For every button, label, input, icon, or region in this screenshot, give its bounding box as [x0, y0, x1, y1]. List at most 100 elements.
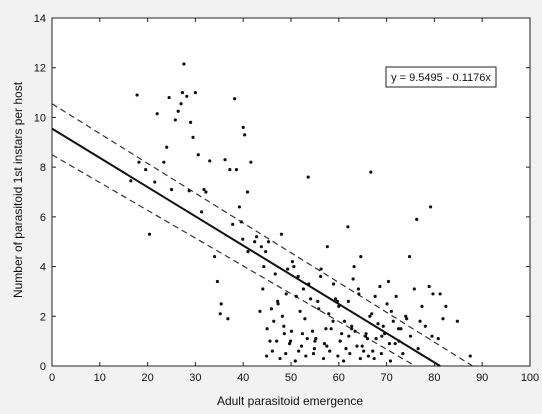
data-point — [386, 279, 391, 284]
data-point — [405, 317, 409, 321]
data-point — [287, 342, 292, 346]
data-point — [278, 356, 282, 361]
data-point — [254, 235, 259, 239]
data-point — [357, 292, 361, 296]
data-point — [404, 314, 408, 318]
x-tick-label: 10 — [94, 372, 106, 384]
data-point — [408, 334, 413, 338]
data-point — [241, 237, 245, 241]
data-point — [325, 245, 329, 249]
data-point — [290, 260, 295, 264]
data-point — [322, 342, 327, 346]
x-tick-label: 60 — [333, 372, 345, 384]
data-point — [331, 282, 336, 286]
data-point — [310, 329, 315, 333]
data-point — [153, 180, 157, 184]
data-point — [258, 309, 262, 313]
data-point — [418, 319, 422, 323]
data-point — [294, 294, 298, 298]
data-point — [397, 339, 401, 343]
data-point — [436, 337, 440, 341]
data-point — [311, 351, 316, 356]
x-tick-label: 40 — [237, 372, 249, 384]
data-point — [280, 314, 284, 318]
data-point — [191, 135, 195, 139]
data-point — [363, 334, 368, 338]
data-point — [262, 264, 266, 269]
data-point — [305, 337, 309, 341]
data-point — [298, 309, 302, 313]
data-point — [215, 279, 219, 284]
data-point — [276, 299, 280, 303]
data-point — [359, 255, 363, 259]
data-point — [292, 264, 296, 269]
data-point — [182, 62, 186, 66]
data-point — [306, 175, 310, 179]
data-point — [137, 160, 141, 164]
equation-box-frame — [385, 66, 497, 88]
data-point — [401, 351, 405, 356]
data-point — [373, 294, 377, 298]
data-point — [427, 284, 431, 289]
y-tick-label: 0 — [40, 361, 46, 373]
data-point — [415, 217, 419, 221]
data-point — [245, 190, 250, 194]
data-point — [365, 337, 370, 341]
x-tick-label: 100 — [521, 372, 539, 384]
data-point — [342, 319, 347, 323]
data-point — [331, 319, 335, 323]
y-axis: 0 2 4 6 8 10 12 14 — [34, 13, 530, 373]
data-point — [301, 287, 306, 291]
data-point — [378, 284, 382, 289]
data-point — [218, 312, 222, 316]
data-point — [431, 292, 435, 296]
data-point — [325, 344, 329, 348]
data-point — [416, 347, 420, 351]
data-point — [423, 324, 427, 328]
data-point — [253, 240, 257, 244]
data-point — [441, 317, 445, 321]
data-point — [391, 319, 395, 323]
data-point — [314, 337, 318, 341]
data-point — [289, 329, 294, 333]
data-point — [282, 332, 286, 336]
data-point — [196, 153, 200, 157]
data-point — [147, 232, 152, 236]
data-point — [368, 314, 372, 318]
data-point — [246, 250, 250, 254]
data-point — [370, 312, 374, 316]
data-point — [279, 232, 284, 236]
data-point — [346, 299, 350, 303]
data-point — [204, 190, 208, 194]
data-point — [394, 294, 398, 298]
data-point — [200, 210, 204, 214]
data-point — [346, 225, 350, 229]
data-point — [307, 282, 311, 286]
data-point — [324, 327, 328, 331]
data-point — [284, 292, 288, 296]
data-point — [249, 160, 253, 164]
data-point — [348, 351, 352, 356]
data-point — [179, 102, 183, 106]
data-point — [438, 292, 442, 296]
data-point — [321, 356, 326, 361]
regression-line — [51, 127, 441, 367]
data-point — [333, 297, 338, 301]
x-tick-label: 0 — [49, 372, 55, 384]
confidence-upper-line — [51, 103, 473, 367]
data-point — [286, 267, 290, 271]
data-point — [189, 120, 193, 124]
data-point — [407, 255, 412, 259]
data-point — [383, 332, 387, 336]
data-point — [393, 342, 397, 346]
data-point — [155, 112, 159, 116]
data-point — [366, 354, 371, 358]
data-point — [297, 349, 301, 353]
x-tick-label: 20 — [141, 372, 153, 384]
x-tick-label: 80 — [428, 372, 440, 384]
data-point — [341, 359, 346, 363]
data-point — [269, 307, 274, 311]
data-point — [261, 287, 265, 291]
data-point — [444, 304, 448, 308]
